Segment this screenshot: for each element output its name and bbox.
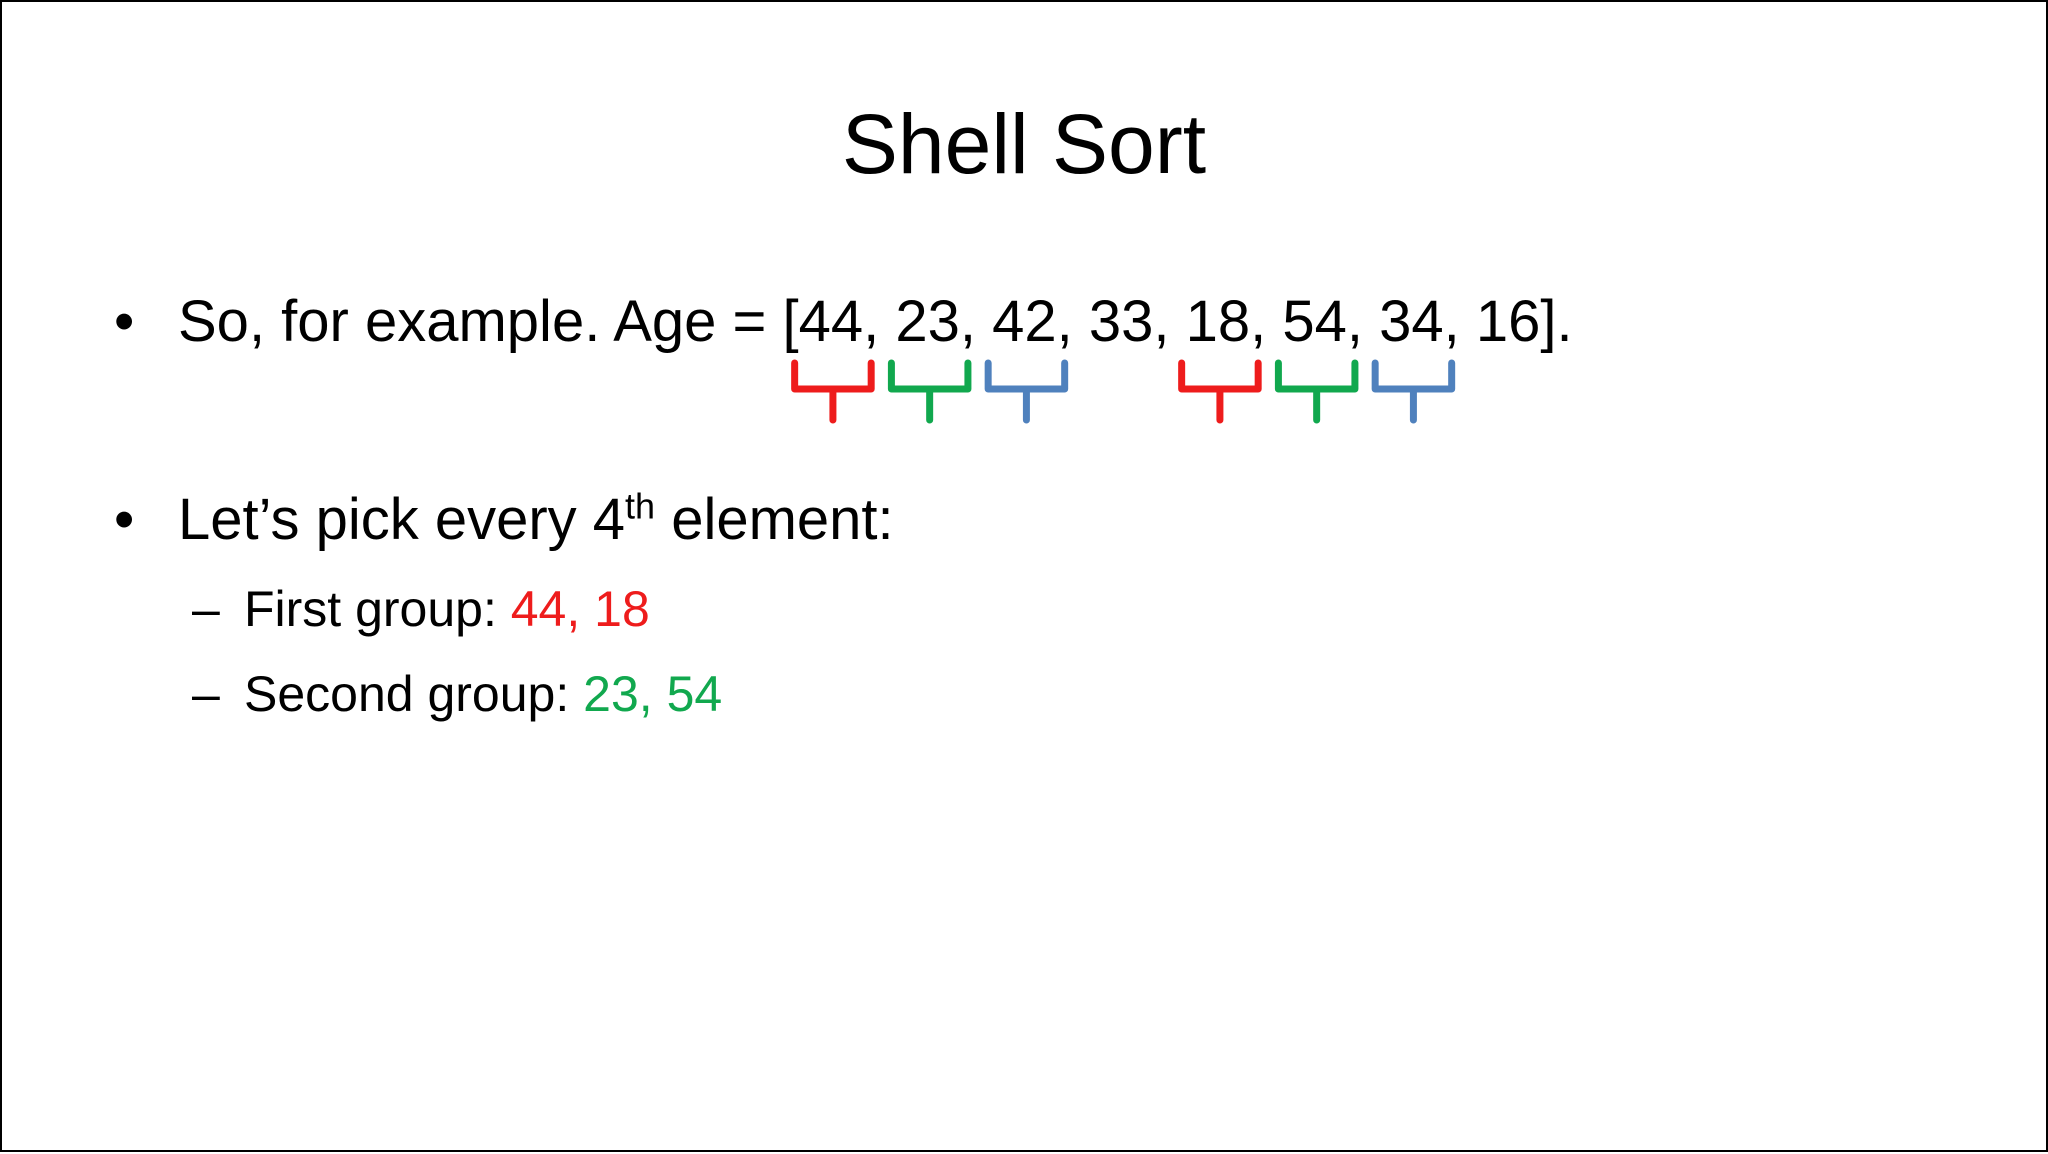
pick-rule-before: Let’s pick every 4: [178, 487, 626, 552]
open-bracket: [: [782, 289, 799, 354]
array-separator: ,: [863, 289, 896, 354]
second-group-text: Second group: 23, 54: [244, 664, 722, 724]
array-separator: ,: [1250, 289, 1283, 354]
array-value: 16: [1475, 289, 1541, 354]
blue-brace-icon: [984, 359, 1069, 424]
second-group-value-a: 23: [583, 666, 639, 722]
bullet-icon: •: [114, 487, 135, 552]
array-separator: ,: [1443, 289, 1476, 354]
red-brace-icon: [791, 359, 875, 424]
green-brace-icon: [1274, 359, 1359, 424]
bullet-icon: •: [114, 289, 135, 354]
pick-rule-after: element:: [655, 487, 894, 552]
first-group-value-a: 44: [510, 581, 567, 637]
array-separator: ,: [959, 289, 993, 354]
dash-icon: –: [192, 666, 220, 722]
bullet-pick-rule-text: Let’s pick every 4th element:: [178, 485, 894, 555]
array-value: 34: [1379, 289, 1444, 354]
array-separator: ,: [1346, 289, 1380, 354]
array-value: 44: [798, 289, 864, 354]
slide-title: Shell Sort: [841, 97, 1207, 191]
example-prefix: So, for example. Age =: [178, 289, 783, 354]
array-separator: ,: [1056, 289, 1089, 354]
first-group-label: First group:: [244, 581, 511, 637]
second-group-separator: ,: [638, 666, 667, 722]
bullet-example-text: So, for example. Age = [44, 23, 42, 33, …: [178, 287, 1573, 357]
array-value: 42: [992, 289, 1057, 354]
first-group-text: First group: 44, 18: [244, 579, 650, 639]
first-group-value-b: 18: [594, 581, 650, 637]
first-group-separator: ,: [566, 581, 595, 637]
second-group-value-b: 54: [666, 666, 723, 722]
array-value: 18: [1185, 289, 1251, 354]
second-group-label: Second group:: [244, 666, 584, 722]
close-bracket: ].: [1540, 289, 1573, 354]
pick-rule-superscript: th: [625, 485, 656, 527]
green-brace-icon: [887, 359, 972, 424]
array-separator: ,: [1153, 289, 1186, 354]
array-value: 33: [1088, 289, 1154, 354]
red-brace-icon: [1178, 359, 1262, 424]
array-value: 23: [895, 289, 960, 354]
dash-icon: –: [192, 581, 220, 637]
array-value: 54: [1282, 289, 1347, 354]
blue-brace-icon: [1371, 359, 1456, 424]
